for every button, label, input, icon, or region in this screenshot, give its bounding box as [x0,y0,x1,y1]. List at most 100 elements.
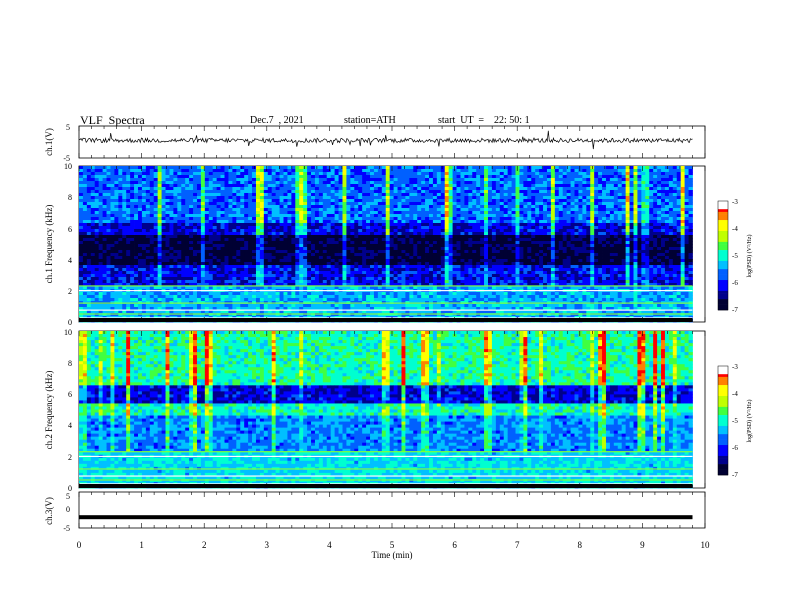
spectrogram-cell [637,202,642,206]
spectrogram-cell [82,214,88,218]
spectrogram-cell [181,169,186,173]
spectrogram-cell [460,172,465,176]
spectrogram-cell [582,166,587,170]
spectrogram-cell [373,193,379,197]
spectrogram-cell [625,187,630,191]
spectrogram-cell [145,178,151,182]
spectrogram-cell [181,205,186,209]
date-label: Dec.7 , 2021 [250,115,304,126]
spectrogram-cell [358,217,363,221]
spectrogram-cell [432,196,438,200]
spectrogram-cell [389,193,394,197]
spectrogram-cell [90,253,96,257]
spectrogram-cell [641,172,646,176]
spectrogram-cell [189,199,194,203]
spectrogram-cell [358,184,363,188]
spectrogram-cell [491,199,497,203]
spectrogram-cell [645,196,650,200]
spectrogram-cell [539,253,544,257]
spectrogram-cell [208,208,214,212]
spectrogram-cell [684,175,689,179]
spectrogram-cell [94,241,100,245]
spectrogram-cell [653,211,658,215]
spectrogram-cell [82,211,88,215]
spectrogram-cell [330,250,336,254]
spectrogram-cell [661,223,666,227]
spectrogram-cell [244,214,249,218]
spectrogram-cell [283,250,288,254]
spectrogram-cell [137,199,143,203]
spectrogram-cell [362,217,367,221]
spectrogram-cell [550,181,556,185]
spectrogram-cell [338,250,343,254]
spectrogram-cell [531,211,536,215]
spectrogram-cell [102,172,107,176]
spectrogram-cell [137,256,143,260]
spectrogram-cell [208,235,214,239]
spectrogram-cell [531,235,536,239]
spectrogram-cell [633,166,638,170]
spectrogram-cell [495,172,501,176]
spectrogram-cell [546,166,552,170]
spectrogram-cell [389,184,394,188]
spectrogram-cell [468,166,473,170]
spectrogram-cell [291,169,296,173]
spectrogram-cell [393,178,398,182]
spectrogram-cell [629,205,634,209]
spectrogram-cell [550,211,556,215]
spectrogram-cell [283,241,288,245]
spectrogram-cell [370,241,375,245]
spectrogram-cell [122,205,127,209]
spectrogram-cell [444,244,450,248]
spectrogram-cell [161,181,166,185]
spectrogram-cell [346,166,351,170]
spectrogram-cell [543,193,548,197]
spectrogram-cell [212,172,218,176]
spectrogram-cell [432,166,438,170]
spectrogram-cell [472,241,477,245]
spectrogram-cell [283,166,288,170]
spectrogram-cell [114,250,119,254]
spectrogram-cell [240,241,245,245]
spectrogram-cell [177,214,182,218]
spectrogram-cell [381,178,387,182]
spectrogram-cell [393,226,398,230]
spectrogram-cell [409,196,414,200]
spectrogram-cell [602,214,607,218]
spectrogram-cell [393,214,398,218]
spectrogram-cell [106,217,111,221]
spectrogram-cell [645,214,650,218]
spectrogram-cell [617,175,623,179]
spectrogram-cell [342,199,347,203]
spectrogram-cell [157,166,162,170]
spectrogram-cell [645,202,650,206]
spectrogram-cell [240,205,245,209]
spectrogram-cell [279,211,284,215]
spectrogram-cell [200,232,206,236]
spectrogram-cell [130,214,135,218]
spectrogram-cell [350,229,355,233]
spectrogram-cell [452,253,457,257]
spectrogram-cell [645,178,650,182]
spectrogram-cell [224,229,229,233]
spectrogram-cell [145,208,151,212]
spectrogram-cell [527,256,532,260]
spectrogram-cell [456,202,461,206]
spectrogram-cell [102,232,107,236]
spectrogram-cell [629,223,634,227]
spectrogram-cell [311,172,316,176]
spectrogram-cell [543,199,548,203]
spectrogram-cell [299,232,304,236]
spectrogram-cell [79,238,84,242]
spectrogram-cell [373,253,379,257]
spectrogram-cell [621,181,627,185]
spectrogram-cell [189,184,194,188]
spectrogram-cell [484,187,489,191]
spectrogram-cell [432,235,438,239]
spectrogram-cell [126,187,131,191]
spectrogram-cell [224,175,229,179]
spectrogram-cell [543,235,548,239]
spectrogram-cell [314,196,320,200]
spectrogram-cell [259,166,265,170]
spectrogram-cell [495,199,501,203]
